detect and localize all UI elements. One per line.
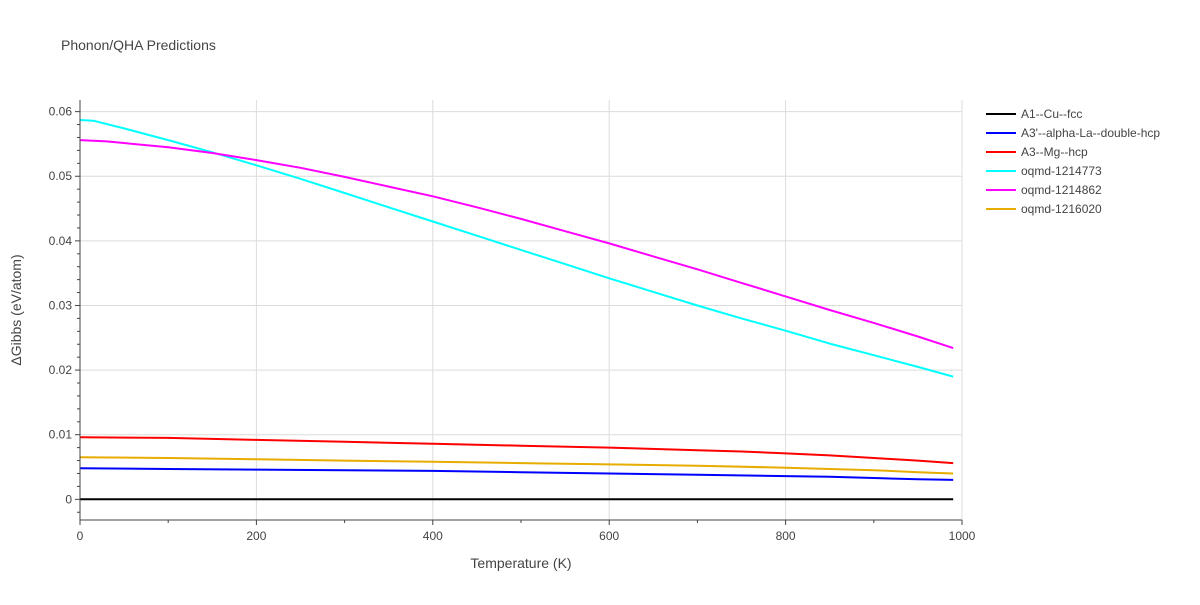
axes: 0 200 400 600 800 1000 0 0.01 0.02 0.03 0.04 0.05 0.… xyxy=(49,100,976,543)
x-tick-label: 0 xyxy=(77,529,84,543)
y-tick-label: 0.03 xyxy=(49,298,73,312)
y-tick-label: 0 xyxy=(65,492,72,506)
y-tick-label: 0.05 xyxy=(49,169,73,183)
x-tick-label: 200 xyxy=(246,529,266,543)
y-tick-label: 0.01 xyxy=(49,428,73,442)
x-tick-label: 400 xyxy=(423,529,443,543)
legend-label: A3'--alpha-La--double-hcp xyxy=(1021,126,1160,140)
series-line-A3'--alpha-La--double-hcp xyxy=(79,467,954,481)
y-tick-label: 0.06 xyxy=(49,105,73,119)
series-line-A3--Mg--hcp xyxy=(79,436,954,465)
chart-title: Phonon/QHA Predictions xyxy=(61,37,216,53)
legend-label: A1--Cu--fcc xyxy=(1021,107,1082,121)
legend-label: A3--Mg--hcp xyxy=(1021,145,1088,159)
series-line-oqmd-1214862 xyxy=(79,139,954,350)
series-lines xyxy=(79,119,954,501)
x-tick-label: 800 xyxy=(776,529,796,543)
x-tick-label: 1000 xyxy=(949,529,976,543)
series-line-oqmd-1214773 xyxy=(79,119,954,378)
legend-label: oqmd-1216020 xyxy=(1021,202,1102,216)
x-tick-label: 600 xyxy=(599,529,619,543)
legend: A1--Cu--fcc A3'--alpha-La--double-hcp A3--… xyxy=(986,107,1160,216)
x-axis-title: Temperature (K) xyxy=(470,555,571,571)
grid xyxy=(80,100,963,520)
series-line-oqmd-1216020 xyxy=(79,456,954,475)
y-tick-label: 0.02 xyxy=(49,363,73,377)
legend-label: oqmd-1214862 xyxy=(1021,183,1102,197)
legend-label: oqmd-1214773 xyxy=(1021,164,1102,178)
y-tick-label: 0.04 xyxy=(49,234,73,248)
y-axis-title: ΔGibbs (eV/atom) xyxy=(8,254,24,365)
